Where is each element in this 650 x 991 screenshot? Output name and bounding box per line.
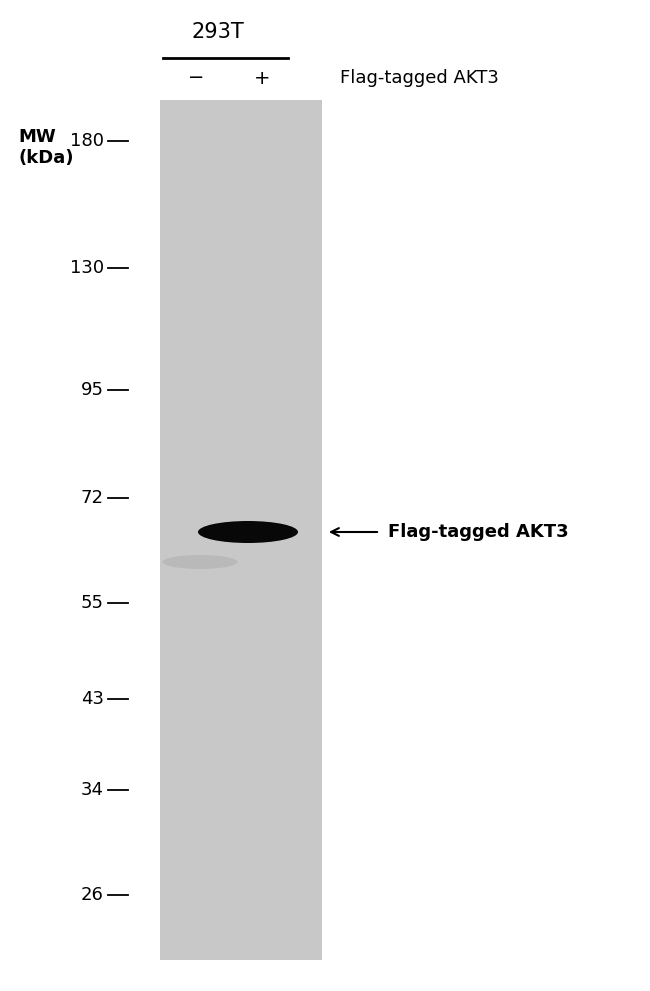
- Ellipse shape: [162, 555, 237, 569]
- Bar: [160, 100, 322, 960]
- Text: 55: 55: [81, 594, 104, 612]
- Text: −: −: [188, 68, 204, 87]
- Ellipse shape: [198, 521, 298, 543]
- Text: 43: 43: [81, 690, 104, 708]
- Text: 26: 26: [81, 886, 104, 904]
- Text: 293T: 293T: [192, 22, 244, 42]
- Text: MW
(kDa): MW (kDa): [18, 128, 73, 166]
- Text: Flag-tagged AKT3: Flag-tagged AKT3: [388, 523, 569, 541]
- Text: 180: 180: [70, 132, 104, 150]
- Text: 72: 72: [81, 489, 104, 507]
- Text: 95: 95: [81, 382, 104, 399]
- Text: 130: 130: [70, 259, 104, 276]
- Text: Flag-tagged AKT3: Flag-tagged AKT3: [340, 69, 499, 87]
- Text: 34: 34: [81, 781, 104, 800]
- Text: +: +: [254, 68, 270, 87]
